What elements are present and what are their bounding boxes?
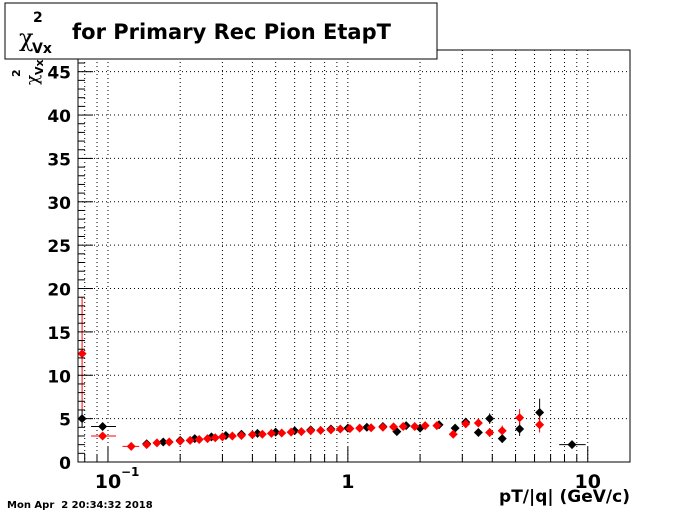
y-tick-label: 25 xyxy=(47,237,71,257)
data-point xyxy=(448,429,458,439)
x-tick-exponent: −1 xyxy=(121,465,139,479)
data-point xyxy=(266,428,276,438)
data-point xyxy=(485,428,495,438)
y-tick-label: 10 xyxy=(47,367,71,387)
data-point xyxy=(410,421,420,431)
data-point xyxy=(185,435,195,445)
data-point xyxy=(126,441,136,451)
data-point xyxy=(515,424,525,434)
data-point xyxy=(296,427,306,437)
data-point xyxy=(398,421,408,431)
ylabel-chi: χ xyxy=(23,75,43,85)
data-point xyxy=(98,431,108,441)
data-point xyxy=(485,414,495,424)
title-superscript: 2 xyxy=(33,10,43,26)
page-title: for Primary Rec Pion EtapT xyxy=(72,20,392,44)
data-point xyxy=(461,419,471,429)
data-points xyxy=(77,349,577,451)
data-point xyxy=(277,428,287,438)
data-point xyxy=(217,432,227,442)
data-point xyxy=(306,426,316,436)
data-point xyxy=(257,429,267,439)
data-point xyxy=(567,440,577,450)
x-tick-label: 10 xyxy=(95,471,121,493)
data-point xyxy=(366,423,376,433)
data-point xyxy=(335,424,345,434)
data-point xyxy=(152,438,162,448)
data-point xyxy=(236,431,246,441)
data-point xyxy=(203,434,213,444)
data-point xyxy=(316,425,326,435)
y-tick-label: 15 xyxy=(47,324,71,344)
y-tick-label: 40 xyxy=(47,107,71,127)
x-axis-label: pT/|q| (GeV/c) xyxy=(499,487,630,507)
title-chi: χ xyxy=(19,24,34,52)
y-tick-label: 35 xyxy=(47,150,71,170)
data-point xyxy=(164,437,174,447)
data-point xyxy=(378,422,388,432)
timestamp: Mon Apr 2 20:34:32 2018 xyxy=(7,500,153,511)
data-point xyxy=(432,421,442,431)
data-point xyxy=(497,426,507,436)
data-point xyxy=(473,428,483,438)
data-point xyxy=(473,418,483,428)
y-tick-label: 30 xyxy=(47,194,71,214)
data-point xyxy=(535,408,545,418)
ylabel-subscript: Vx xyxy=(33,59,46,75)
data-point xyxy=(420,421,430,431)
data-point xyxy=(194,434,204,444)
data-point xyxy=(355,423,365,433)
data-point xyxy=(77,349,87,359)
x-tick-label: 10 xyxy=(575,471,601,493)
y-axis-label: χ 2 Vx xyxy=(10,59,46,85)
data-point xyxy=(247,430,257,440)
data-point xyxy=(535,420,545,430)
data-point xyxy=(210,433,220,443)
data-point xyxy=(345,424,355,434)
data-point xyxy=(286,427,296,437)
y-tick-label: 45 xyxy=(47,64,71,84)
y-tick-label: 5 xyxy=(59,411,71,431)
y-tick-label: 20 xyxy=(47,281,71,301)
error-bars xyxy=(81,297,586,448)
plot-frame xyxy=(77,49,631,463)
data-point xyxy=(98,421,108,431)
title-box xyxy=(4,2,438,60)
grid xyxy=(78,50,630,462)
data-point xyxy=(389,422,399,432)
data-point xyxy=(515,413,525,423)
ylabel-superscript: 2 xyxy=(10,69,23,77)
data-point xyxy=(497,434,507,444)
data-point xyxy=(142,440,152,450)
data-point xyxy=(158,437,168,447)
data-point xyxy=(175,436,185,446)
y-tick-label: 0 xyxy=(59,454,71,474)
x-tick-label: 1 xyxy=(341,471,354,493)
data-point xyxy=(326,425,336,435)
title-subscript: Vx xyxy=(32,41,52,57)
data-point xyxy=(227,431,237,441)
